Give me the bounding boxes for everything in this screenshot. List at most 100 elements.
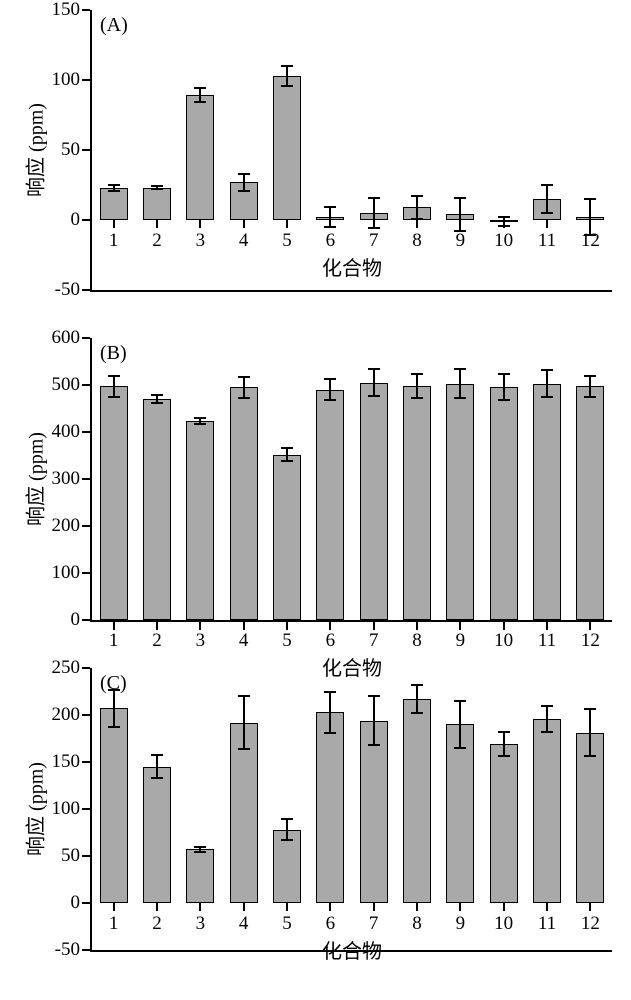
- bar: [186, 849, 214, 903]
- error-cap: [281, 839, 293, 841]
- ytick: [82, 525, 90, 527]
- xtick: [546, 622, 548, 630]
- xtick-label: 3: [196, 630, 206, 652]
- error-cap: [194, 851, 206, 853]
- error-cap: [368, 395, 380, 397]
- error-bar: [459, 701, 461, 748]
- ytick: [82, 431, 90, 433]
- error-bar: [546, 706, 548, 732]
- ytick: [82, 149, 90, 151]
- xtick: [286, 903, 288, 911]
- error-cap: [541, 705, 553, 707]
- xtick: [589, 622, 591, 630]
- bar: [360, 383, 388, 620]
- error-cap: [498, 731, 510, 733]
- bar: [100, 386, 128, 620]
- panel-tag: (A): [100, 14, 128, 37]
- error-cap: [411, 397, 423, 399]
- plot-area-c: -50050100150200250响应 (ppm)12345678910111…: [90, 668, 612, 952]
- error-cap: [411, 712, 423, 714]
- xtick: [416, 903, 418, 911]
- xtick-label: 7: [369, 230, 379, 252]
- error-bar: [373, 369, 375, 395]
- error-cap: [584, 708, 596, 710]
- ytick: [82, 572, 90, 574]
- bar: [273, 76, 301, 220]
- bar: [143, 399, 171, 620]
- ytick-label: -50: [55, 939, 80, 961]
- bar: [490, 387, 518, 620]
- xtick-label: 9: [456, 230, 466, 252]
- ytick-label: -50: [55, 279, 80, 301]
- error-cap: [454, 368, 466, 370]
- error-bar: [329, 692, 331, 733]
- xtick-label: 4: [239, 230, 249, 252]
- bar: [316, 390, 344, 620]
- error-cap: [368, 744, 380, 746]
- bar: [533, 719, 561, 903]
- error-cap: [281, 818, 293, 820]
- error-cap: [324, 206, 336, 208]
- xtick-label: 10: [494, 913, 513, 935]
- xtick-label: 1: [109, 630, 119, 652]
- error-cap: [151, 777, 163, 779]
- error-cap: [541, 731, 553, 733]
- y-axis-label: 响应 (ppm): [20, 103, 49, 197]
- xtick: [329, 903, 331, 911]
- error-cap: [324, 732, 336, 734]
- error-bar: [546, 185, 548, 213]
- xtick: [156, 622, 158, 630]
- xtick: [416, 622, 418, 630]
- ytick-label: 0: [71, 892, 81, 914]
- error-cap: [411, 373, 423, 375]
- error-bar: [156, 755, 158, 778]
- xtick: [113, 903, 115, 911]
- ytick: [82, 714, 90, 716]
- xtick-label: 10: [494, 230, 513, 252]
- error-bar: [113, 376, 115, 398]
- error-cap: [194, 846, 206, 848]
- error-bar: [243, 377, 245, 398]
- error-cap: [541, 184, 553, 186]
- error-bar: [503, 732, 505, 756]
- plot-area-a: -50050100150响应 (ppm)123456789101112化合物(A…: [90, 10, 612, 292]
- xtick-label: 6: [326, 230, 336, 252]
- bar: [576, 386, 604, 620]
- error-cap: [281, 85, 293, 87]
- xtick-label: 11: [538, 230, 556, 252]
- error-cap: [541, 212, 553, 214]
- xtick: [199, 220, 201, 228]
- ytick: [82, 9, 90, 11]
- xtick: [503, 220, 505, 228]
- bar: [273, 455, 301, 620]
- bar: [446, 384, 474, 620]
- xtick: [546, 220, 548, 228]
- xtick-label: 1: [109, 913, 119, 935]
- xtick-label: 4: [239, 913, 249, 935]
- xtick-label: 11: [538, 630, 556, 652]
- error-cap: [324, 691, 336, 693]
- ytick: [82, 619, 90, 621]
- error-bar: [416, 196, 418, 218]
- error-cap: [454, 747, 466, 749]
- y-axis-label: 响应 (ppm): [20, 432, 49, 526]
- error-cap: [324, 399, 336, 401]
- error-bar: [589, 709, 591, 756]
- ytick-label: 0: [71, 209, 81, 231]
- bar: [446, 724, 474, 903]
- panel-a: -50050100150响应 (ppm)123456789101112化合物(A…: [0, 10, 631, 290]
- ytick-label: 100: [52, 562, 81, 584]
- xtick-label: 8: [412, 913, 422, 935]
- ytick: [82, 902, 90, 904]
- xtick-label: 12: [581, 913, 600, 935]
- xtick: [199, 622, 201, 630]
- xtick-label: 3: [196, 230, 206, 252]
- error-cap: [281, 65, 293, 67]
- ytick: [82, 949, 90, 951]
- ytick: [82, 761, 90, 763]
- error-bar: [503, 374, 505, 400]
- ytick: [82, 478, 90, 480]
- xtick: [589, 903, 591, 911]
- figure-container: -50050100150响应 (ppm)123456789101112化合物(A…: [0, 0, 631, 1000]
- error-cap: [368, 197, 380, 199]
